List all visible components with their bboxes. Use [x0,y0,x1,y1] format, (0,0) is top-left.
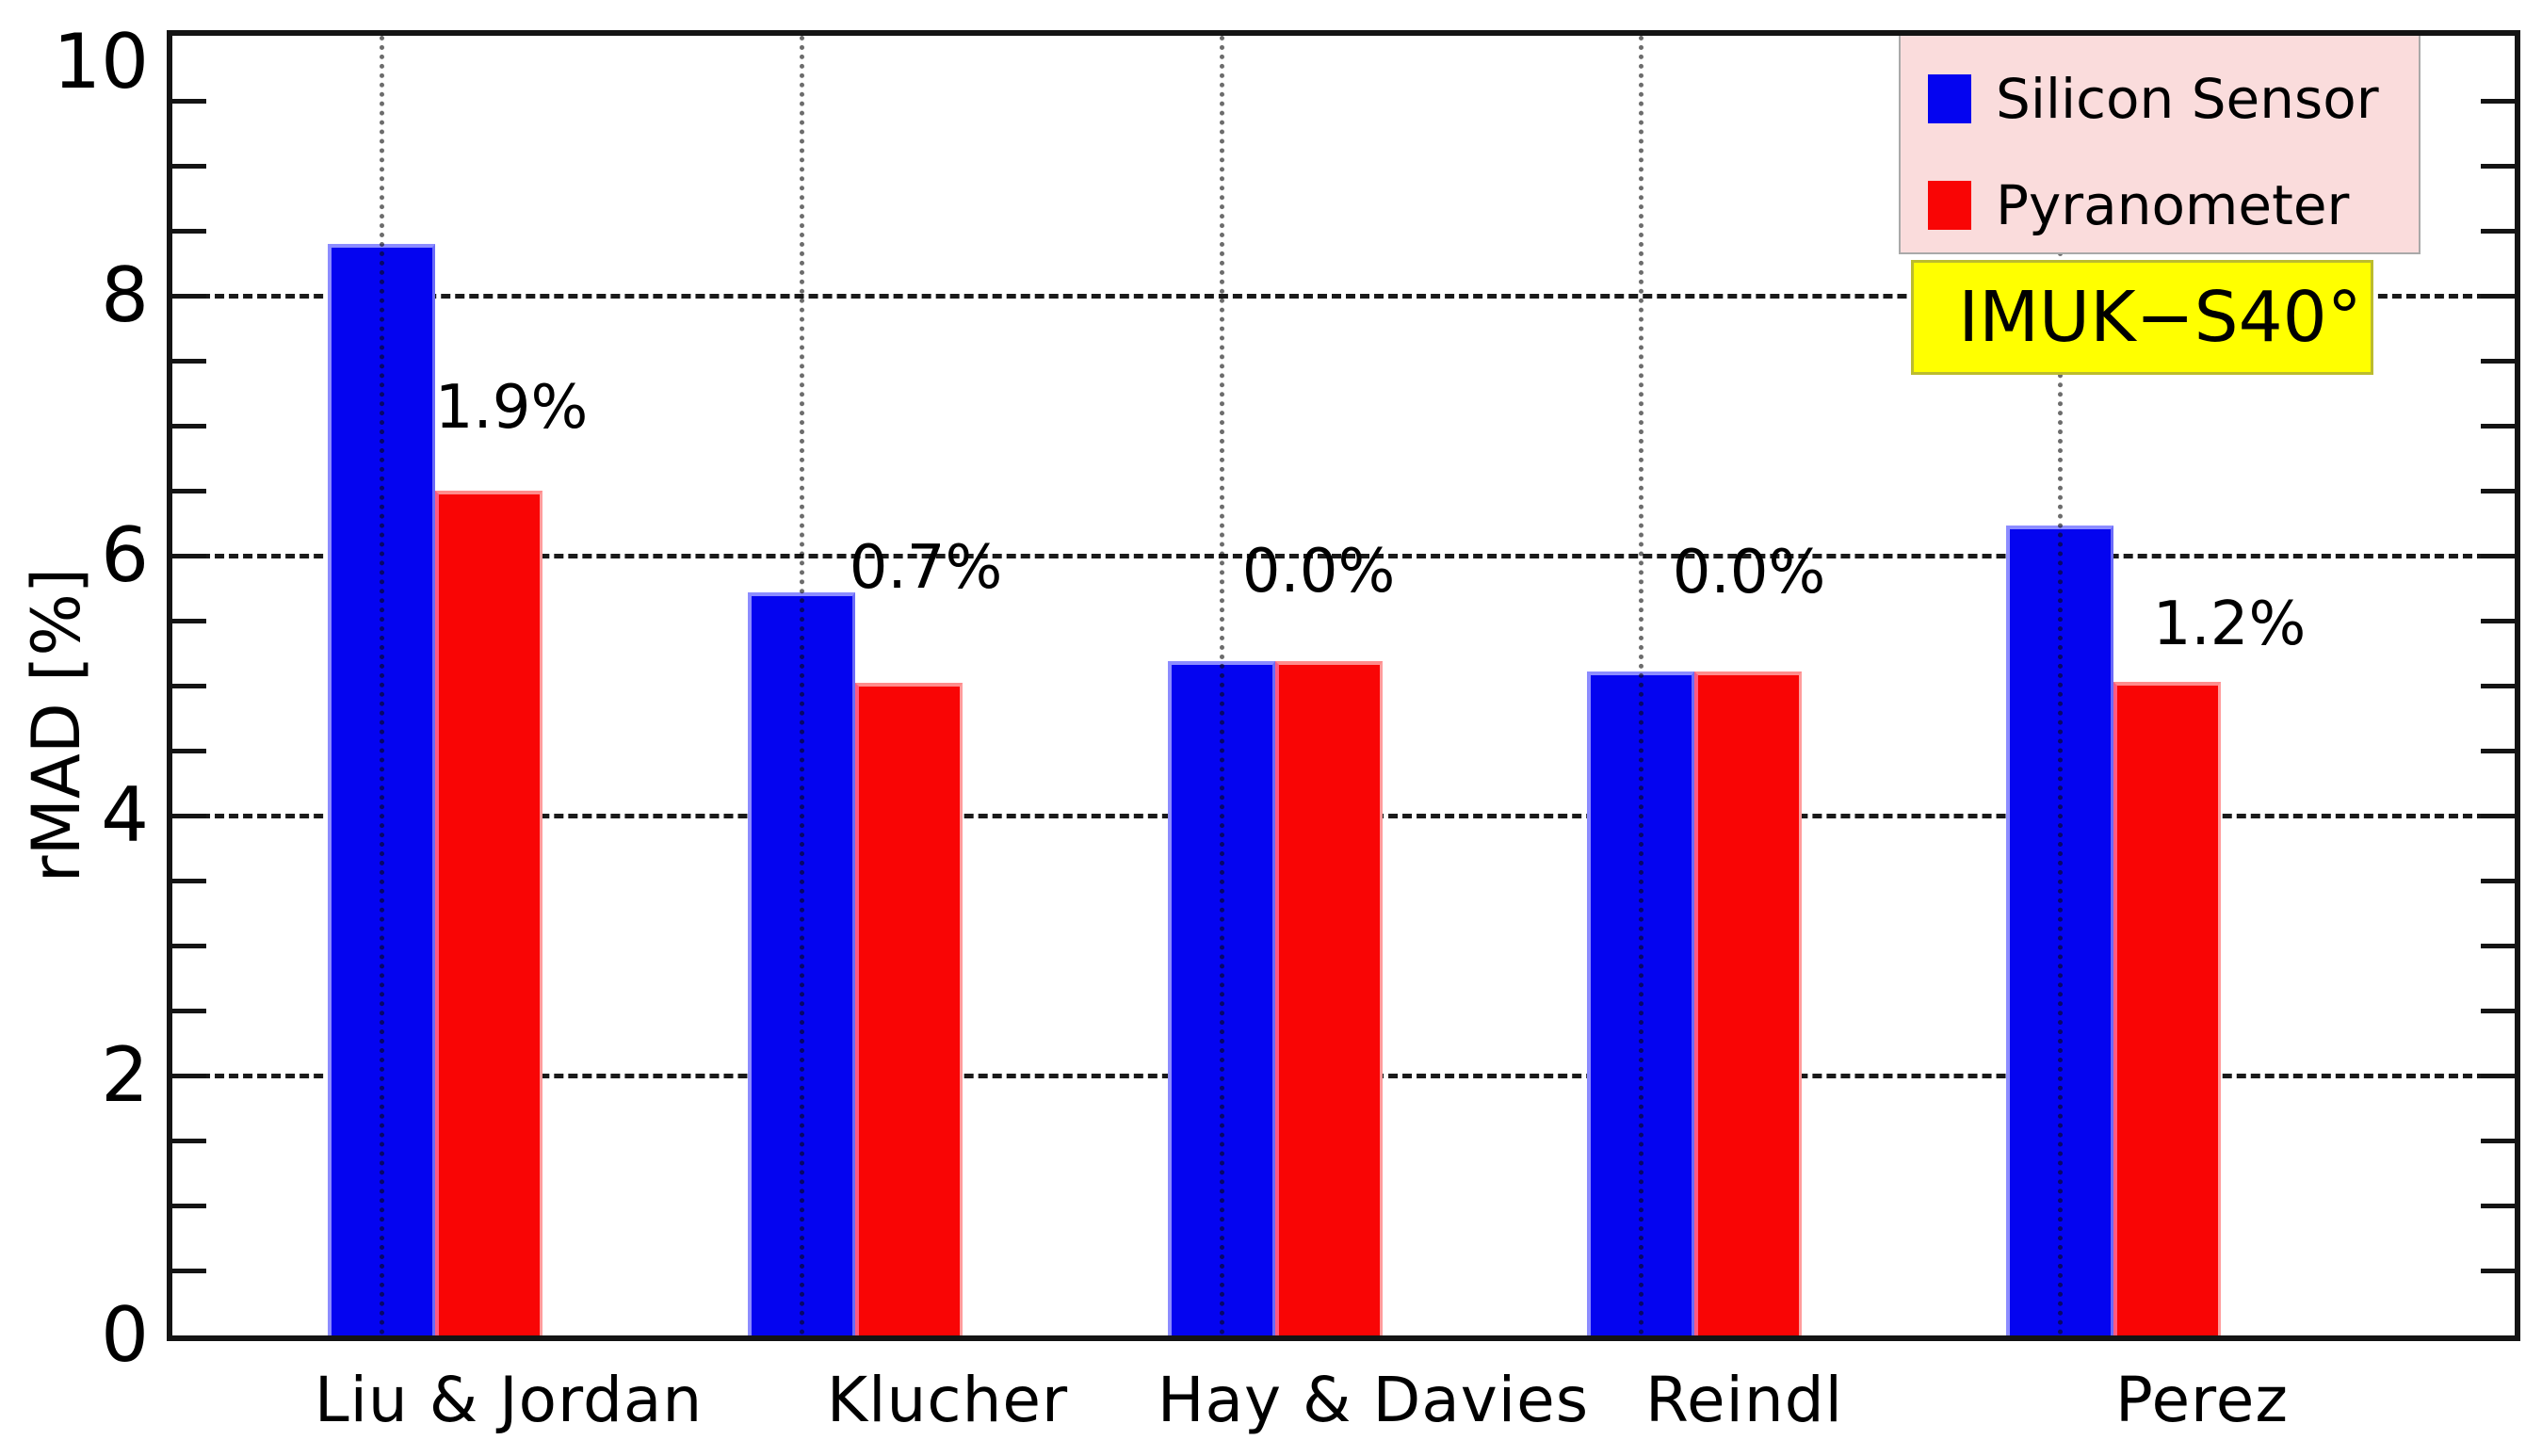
legend-item-pyranometer: Pyranometer [1928,173,2350,237]
y-tick-label: 8 [101,251,149,339]
v-gridline [800,36,804,1335]
y-axis-minor-tick-right [2481,814,2515,818]
y-axis-minor-tick [172,1204,206,1208]
y-tick-label: 10 [53,18,149,105]
v-gridline [1639,36,1643,1335]
y-axis-minor-tick [172,749,206,753]
legend: Silicon Sensor Pyranometer [1899,34,2421,254]
y-axis-minor-tick-right [2481,1204,2515,1208]
pyranometer-swatch-icon [1928,181,1971,230]
y-axis-minor-tick [172,229,206,234]
y-axis-minor-tick-right [2481,489,2515,493]
y-axis-minor-tick [172,424,206,429]
y-axis-minor-tick-right [2481,424,2515,429]
y-axis-minor-tick [172,684,206,688]
bar-pyranometer [435,491,542,1335]
y-axis-minor-tick-right [2481,359,2515,364]
y-axis-minor-tick [172,359,206,364]
legend-label: Silicon Sensor [1996,67,2379,131]
bar-pyranometer [1275,660,1383,1335]
y-axis-minor-tick [172,1009,206,1013]
y-axis-minor-tick [172,814,206,818]
y-tick-label: 4 [101,771,149,859]
y-axis-minor-tick [172,489,206,493]
y-axis-minor-tick-right [2481,1074,2515,1078]
y-axis-minor-tick [172,99,206,104]
x-tick-label: Liu & Jordan [314,1364,704,1436]
y-axis-minor-tick-right [2481,879,2515,883]
y-axis-minor-tick-right [2481,164,2515,169]
y-axis-minor-tick-right [2481,944,2515,948]
y-axis-minor-tick-right [2481,1269,2515,1273]
y-tick-label: 6 [101,511,149,599]
y-tick-label: 2 [101,1031,149,1119]
y-axis-minor-tick [172,879,206,883]
y-axis-minor-tick [172,1269,206,1273]
y-axis-minor-tick [172,554,206,558]
difference-annotation: 0.7% [849,533,1003,603]
y-axis-minor-tick [172,164,206,169]
station-badge: IMUK−S40° [1911,260,2373,375]
difference-annotation: 0.0% [1672,538,1826,607]
bar-pyranometer [2113,681,2221,1335]
x-tick-label: Perez [2115,1364,2289,1436]
v-gridline [1220,36,1224,1335]
x-tick-label: Reindl [1645,1364,1843,1436]
x-tick-label: Hay & Davies [1157,1364,1590,1436]
legend-item-silicon-sensor: Silicon Sensor [1928,67,2379,131]
y-axis-minor-tick-right [2481,99,2515,104]
y-axis-minor-tick [172,944,206,948]
legend-label: Pyranometer [1996,173,2350,237]
y-axis-minor-tick [172,294,206,299]
y-axis-minor-tick-right [2481,554,2515,558]
y-axis-minor-tick-right [2481,749,2515,753]
difference-annotation: 1.2% [2152,590,2307,659]
x-tick-label: Klucher [826,1364,1069,1436]
y-axis-minor-tick [172,619,206,623]
bar-pyranometer [855,683,963,1335]
y-axis-minor-tick-right [2481,1139,2515,1143]
y-axis-minor-tick [172,1139,206,1143]
y-axis-minor-tick-right [2481,684,2515,688]
difference-annotation: 0.0% [1241,537,1396,607]
y-axis-minor-tick-right [2481,1009,2515,1013]
y-axis-minor-tick [172,1074,206,1078]
y-axis-minor-tick-right [2481,229,2515,234]
difference-annotation: 1.9% [434,373,589,443]
silicon-sensor-swatch-icon [1928,74,1971,123]
v-gridline [380,36,384,1335]
bar-pyranometer [1694,671,1802,1335]
y-tick-label: 0 [101,1291,149,1379]
v-gridline [2058,36,2063,1335]
h-gridline [172,554,2515,558]
y-axis-title: rMAD [%] [18,567,95,883]
h-gridline [172,294,2515,299]
y-axis-minor-tick-right [2481,294,2515,299]
y-axis-minor-tick-right [2481,619,2515,623]
